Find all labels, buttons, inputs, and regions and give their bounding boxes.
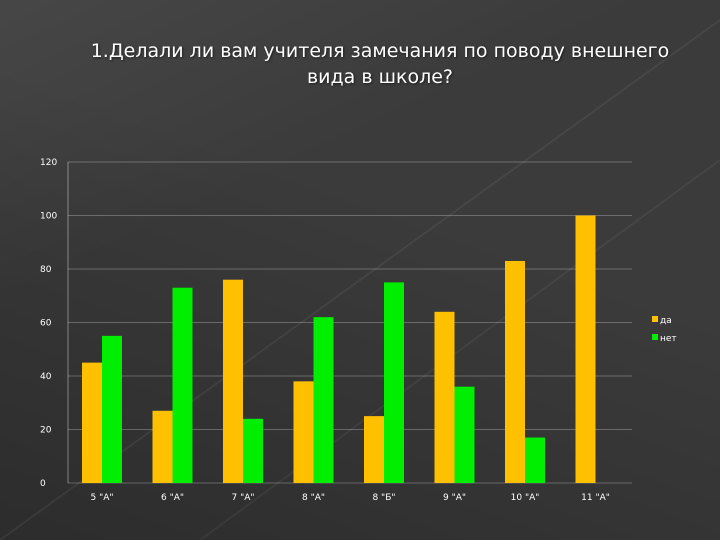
y-tick-label: 80: [40, 265, 52, 275]
legend-swatch: [652, 334, 658, 340]
x-tick-label: 9 "А": [443, 493, 466, 503]
x-tick-label: 10 "А": [511, 493, 540, 503]
bar-da: [434, 311, 455, 483]
bar-da: [152, 410, 173, 483]
y-tick-label: 40: [40, 372, 52, 382]
y-tick-label: 0: [40, 479, 46, 489]
x-tick-label: 6 "А": [161, 493, 184, 503]
x-tick-label: 7 "А": [231, 493, 254, 503]
bar-net: [102, 335, 122, 483]
bar-net: [243, 418, 263, 483]
bar-net: [525, 437, 545, 483]
y-tick-label: 60: [40, 319, 52, 329]
bar-net: [172, 287, 193, 483]
bar-da: [575, 215, 596, 483]
bar-net: [313, 317, 334, 483]
bar-da: [223, 279, 243, 483]
chart-title-line2: вида в школе?: [306, 66, 453, 88]
legend-swatch: [652, 316, 658, 322]
chart-title-line1: 1.Делали ли вам учителя замечания по пов…: [90, 40, 670, 62]
chart-title: 1.Делали ли вам учителя замечания по пов…: [60, 38, 700, 90]
legend-label: да: [660, 316, 672, 326]
bar-net: [384, 282, 404, 483]
bar-da: [505, 260, 525, 483]
y-tick-label: 120: [40, 158, 57, 168]
y-tick-label: 100: [40, 212, 57, 222]
bar-da: [82, 362, 102, 483]
y-tick-label: 20: [40, 426, 52, 436]
bar-da: [364, 416, 384, 483]
x-tick-label: 8 "А": [302, 493, 325, 503]
bar-da: [293, 381, 314, 483]
x-tick-label: 8 "Б": [372, 493, 395, 503]
x-tick-label: 11 "А": [581, 493, 610, 503]
bar-net: [454, 386, 475, 483]
legend-label: нет: [660, 334, 677, 344]
x-tick-label: 5 "А": [90, 493, 113, 503]
